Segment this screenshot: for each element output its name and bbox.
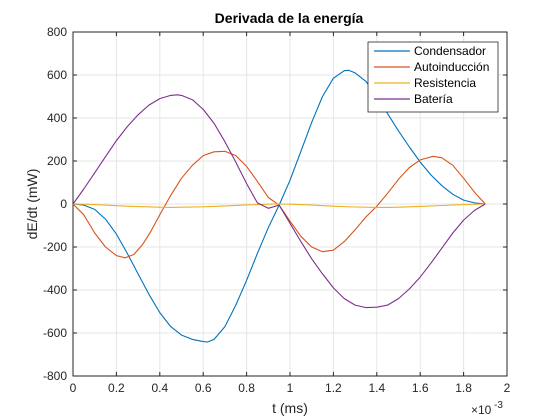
- legend-label-3: Batería: [414, 92, 453, 106]
- y-tick-label: 800: [47, 25, 67, 39]
- y-tick-label: -400: [43, 283, 67, 297]
- x-axis-label: t (ms): [272, 400, 308, 416]
- legend: Condensador Autoinducción Resistencia Bater…: [367, 41, 499, 113]
- x-tick-label: 0.4: [151, 381, 168, 395]
- x-exponent: ×10 -3: [471, 400, 503, 417]
- x-tick-label: 1.2: [325, 381, 342, 395]
- legend-label-0: Condensador: [414, 44, 486, 58]
- x-tick-label: 1.6: [412, 381, 429, 395]
- y-tick-label: 400: [47, 111, 67, 125]
- x-tick-label: 1.8: [455, 381, 472, 395]
- y-tick-label: -200: [43, 240, 67, 254]
- x-tick-label: 0.2: [108, 381, 125, 395]
- x-tick-label: 2: [504, 381, 511, 395]
- chart-title: Derivada de la energía: [215, 10, 364, 26]
- series-line-2: [72, 203, 486, 208]
- x-tick-label: 1.4: [368, 381, 385, 395]
- y-tick-label: -600: [43, 326, 67, 340]
- x-tick-label: 0.6: [195, 381, 212, 395]
- y-tick-label: 600: [47, 68, 67, 82]
- legend-label-2: Resistencia: [414, 76, 476, 90]
- y-tick-label: 0: [60, 197, 67, 211]
- legend-box: [367, 41, 499, 113]
- x-exponent-base: ×10: [471, 403, 492, 417]
- series-line-3: [72, 94, 486, 309]
- x-tick-label: 0.8: [238, 381, 255, 395]
- axis-ticks: 0 0.2 0.4 0.6 0.8 1 1.2 1.4 1.6 1.8 2 -800 -600 -400 -…: [43, 25, 511, 395]
- y-axis-label: dE/dt (mW): [24, 169, 40, 240]
- x-tick-label: 0: [70, 381, 77, 395]
- legend-label-1: Autoinducción: [414, 60, 489, 74]
- y-tick-label: 200: [47, 154, 67, 168]
- series-line-1: [72, 150, 486, 259]
- x-tick-label: 1: [287, 381, 294, 395]
- y-tick-label: -800: [43, 369, 67, 383]
- series-lines: [72, 69, 486, 343]
- x-exponent-power: -3: [494, 400, 503, 411]
